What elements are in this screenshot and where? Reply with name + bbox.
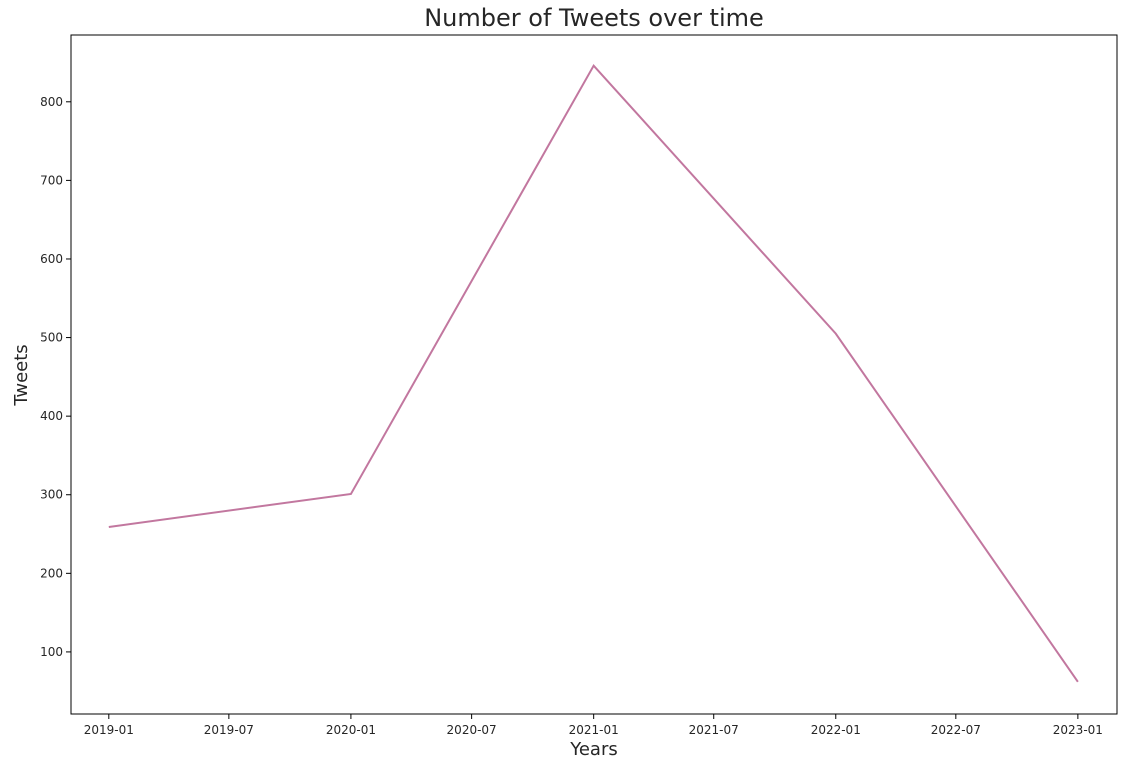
x-tick-label: 2019-01 <box>84 723 134 737</box>
x-tick-label: 2023-01 <box>1053 723 1103 737</box>
y-tick-label: 500 <box>40 331 63 345</box>
series-line <box>108 63 1079 683</box>
x-tick-label: 2021-07 <box>689 723 739 737</box>
y-tick-label: 300 <box>40 488 63 502</box>
y-tick-label: 400 <box>40 409 63 423</box>
y-axis-ticks: 100 200 300 400 500 600 700 800 <box>40 95 71 659</box>
y-tick-label: 600 <box>40 252 63 266</box>
y-tick-label: 200 <box>40 566 63 580</box>
x-tick-label: 2020-07 <box>447 723 497 737</box>
x-tick-label: 2021-01 <box>569 723 619 737</box>
y-tick-label: 100 <box>40 645 63 659</box>
x-tick-label: 2022-07 <box>931 723 981 737</box>
x-tick-label: 2019-07 <box>204 723 254 737</box>
x-axis-ticks: 2019-01 2019-07 2020-01 2020-07 2021-01 2021-… <box>84 714 1103 737</box>
x-axis-label: Years <box>569 739 618 760</box>
y-tick-label: 700 <box>40 173 63 187</box>
y-axis-label: Tweets <box>11 344 32 406</box>
plot-area-frame <box>70 34 1118 715</box>
x-tick-label: 2022-01 <box>811 723 861 737</box>
y-tick-label: 800 <box>40 95 63 109</box>
series-layer <box>108 63 1079 683</box>
chart-title: Number of Tweets over time <box>424 4 764 32</box>
x-tick-label: 2020-01 <box>326 723 376 737</box>
